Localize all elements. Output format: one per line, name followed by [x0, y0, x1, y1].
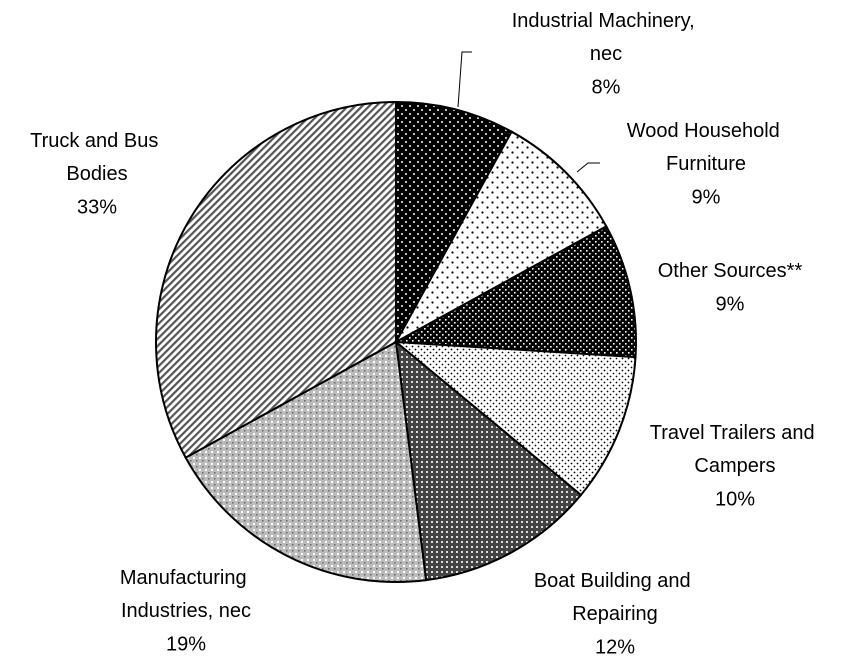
slice-value-label: 10% [715, 488, 755, 510]
slice-label: Truck and Bus Bodies [30, 130, 164, 185]
pie-slice [155, 100, 397, 459]
slice-label: Boat Building and Repairing [534, 570, 696, 625]
slice-value-label: 33% [77, 196, 117, 218]
slice-label: Other Sources** [658, 260, 803, 282]
pie-slice [394, 339, 583, 582]
pie-slice [392, 340, 637, 497]
slice-value-label: 12% [595, 636, 635, 658]
slice-label: Manufacturing Industries, nec [120, 567, 252, 622]
pie-slice [184, 340, 428, 583]
slice-label: Industrial Machinery, nec [512, 10, 701, 65]
leader-line [457, 51, 472, 108]
leader-line [576, 162, 600, 173]
pie-slice [392, 225, 637, 359]
pie-slice [395, 100, 513, 343]
slice-label: Wood Household Furniture [627, 120, 786, 175]
slice-value-label: 9% [692, 186, 721, 208]
slice-value-label: 9% [716, 293, 745, 315]
pie-slice [393, 130, 608, 345]
slice-value-label: 8% [592, 76, 621, 98]
slice-label: Travel Trailers and Campers [650, 422, 820, 477]
slice-value-label: 19% [166, 633, 206, 655]
